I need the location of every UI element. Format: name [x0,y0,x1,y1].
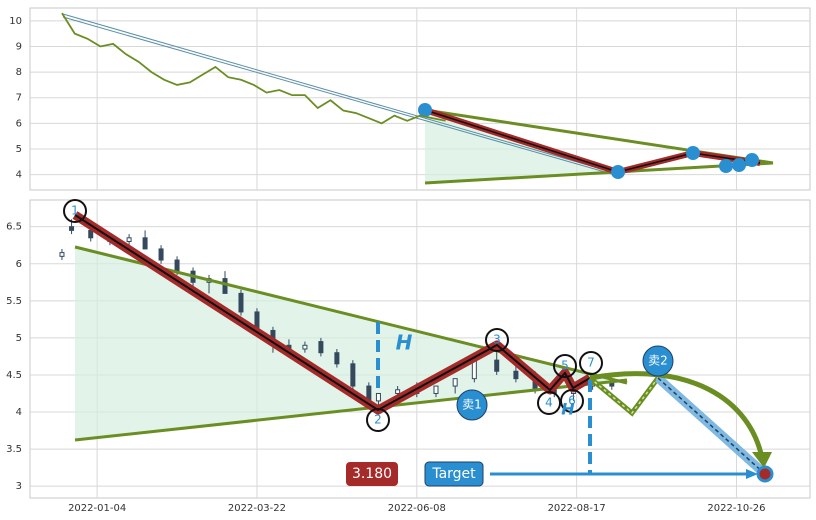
x-tick-label: 2022-06-08 [388,503,446,514]
candle-body [433,385,439,394]
y-tick-label: 4 [16,407,22,418]
pattern-lines [63,199,774,487]
annotation-label: 5 [561,359,569,373]
y-tick-label: 4 [16,170,22,181]
y-tick-label: 6 [16,118,22,129]
annotation-label: 3 [493,333,501,347]
candle-body [350,363,356,387]
candle-body [494,359,500,372]
annotation-label: 6 [568,394,576,408]
candle-body [174,259,180,272]
x-tick-label: 2022-01-04 [68,503,126,514]
y-tick-label: 3.5 [6,444,22,455]
annotation-label: 7 [587,356,595,370]
x-tick-label: 2022-10-26 [707,503,765,514]
candle-body [158,248,164,261]
candle-body [513,370,519,380]
annotation-label: 1 [71,204,79,218]
candle-body [59,252,65,257]
candle-body [238,292,244,313]
candle-body [302,344,308,350]
candle-body [69,226,75,231]
y-tick-label: 3 [16,481,22,492]
x-tick-label: 2022-03-22 [228,503,286,514]
candle-body [88,229,94,239]
y-tick-label: 6 [16,259,22,270]
annotation-label: H [561,400,575,419]
y-tick-label: 4.5 [6,370,22,381]
candle-body [142,237,148,250]
top-overlays [62,13,774,185]
y-tick-label: 9 [16,41,22,52]
candle-body [222,278,228,294]
candle-body [334,352,340,365]
annotation-label: 2 [374,413,382,427]
y-tick-label: 8 [16,67,22,78]
candle-body [375,392,381,402]
price-line [61,12,446,125]
candle-body [318,341,324,354]
annotation-label: 3.180 [352,466,392,482]
y-tick-label: 10 [9,16,22,27]
y-tick-label: 7 [16,93,22,104]
y-tick-label: 5.5 [6,296,22,307]
candle-body [452,378,458,387]
top-panel [29,7,811,191]
annotation-label: 卖1 [462,398,482,412]
y-tick-label: 5 [16,144,22,155]
candle-body [126,237,132,243]
x-tick-label: 2022-08-17 [548,503,606,514]
annotation-label: 卖2 [648,354,668,368]
candle-body [395,389,401,394]
annotation-label: Target [431,466,476,482]
annotation-label: 4 [545,396,553,410]
bottom-overlays [75,245,627,440]
y-tick-label: 6.5 [6,222,22,233]
y-tick-label: 5 [16,333,22,344]
annotation-label: H [396,331,413,355]
